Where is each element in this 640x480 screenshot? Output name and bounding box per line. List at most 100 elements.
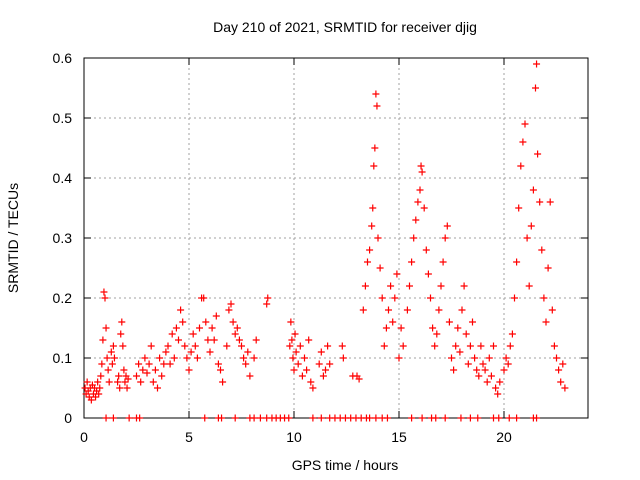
data-point [307, 378, 315, 386]
data-point [121, 378, 129, 386]
data-point [368, 222, 376, 230]
data-point [252, 336, 260, 344]
data-point [125, 414, 133, 422]
data-point [231, 414, 239, 422]
data-point [242, 360, 250, 368]
data-point [100, 288, 108, 296]
data-point [424, 270, 432, 278]
data-point [187, 348, 195, 356]
data-point [135, 360, 143, 368]
data-point [290, 366, 298, 374]
data-point [513, 414, 521, 422]
data-point [370, 162, 378, 170]
data-point [181, 342, 189, 350]
y-tick-label: 0.1 [53, 350, 73, 366]
data-point [495, 414, 503, 422]
data-point [372, 414, 380, 422]
data-point [285, 414, 293, 422]
data-point [96, 384, 104, 392]
data-point [448, 354, 455, 362]
data-point [418, 168, 426, 176]
data-point [366, 414, 374, 422]
data-point [485, 354, 493, 362]
data-point [324, 342, 332, 350]
data-point [429, 324, 437, 332]
data-point [550, 342, 558, 350]
data-point [431, 342, 439, 350]
data-point [200, 294, 208, 302]
data-point [502, 354, 510, 362]
data-point [179, 318, 187, 326]
data-point [218, 414, 226, 422]
data-point [525, 282, 533, 290]
data-point [87, 396, 95, 404]
data-point [162, 348, 170, 356]
data-point [303, 366, 311, 374]
data-point [102, 414, 110, 422]
data-point [319, 372, 327, 380]
data-point [361, 282, 369, 290]
data-point [538, 246, 546, 254]
data-point [443, 222, 451, 230]
x-tick-label: 20 [496, 429, 512, 445]
data-point [466, 414, 474, 422]
data-point [109, 342, 117, 350]
data-point [504, 360, 512, 368]
data-point [548, 306, 556, 314]
data-point [124, 375, 132, 383]
data-point [98, 360, 106, 368]
data-point [223, 342, 231, 350]
data-point [149, 378, 157, 386]
data-point [315, 360, 323, 368]
data-point [177, 306, 185, 314]
data-point [210, 336, 218, 344]
data-point [395, 354, 403, 362]
data-point [523, 234, 531, 242]
data-point [393, 270, 401, 278]
data-point [94, 378, 102, 386]
data-point [561, 384, 569, 392]
data-point [487, 372, 495, 380]
data-point [494, 390, 502, 398]
data-point [110, 354, 118, 362]
data-point [534, 150, 542, 158]
data-point [123, 384, 131, 392]
data-point [464, 360, 472, 368]
data-point [231, 330, 239, 338]
data-point [305, 336, 313, 344]
data-point [168, 330, 176, 338]
data-point [133, 372, 140, 380]
data-point [145, 360, 153, 368]
data-point [238, 342, 245, 350]
data-point [435, 306, 443, 314]
data-point [185, 366, 193, 374]
data-point [452, 342, 460, 350]
data-point [99, 336, 107, 344]
data-point [397, 324, 405, 332]
data-point [385, 306, 392, 314]
data-point [287, 318, 295, 326]
y-tick-label: 0 [64, 410, 72, 426]
y-axis-label: SRMTID / TECUs [5, 183, 21, 293]
data-point [246, 372, 254, 380]
y-tick-label: 0.5 [53, 110, 73, 126]
data-point [441, 414, 449, 422]
data-point [475, 372, 483, 380]
data-point [317, 414, 325, 422]
data-point [496, 378, 504, 386]
data-point [119, 342, 127, 350]
data-point [117, 330, 125, 338]
data-point [469, 318, 476, 326]
data-point [439, 258, 447, 266]
data-point [156, 354, 164, 362]
data-point [412, 216, 420, 224]
data-point [289, 354, 297, 362]
data-point [533, 414, 541, 422]
data-point [105, 378, 113, 386]
data-point [557, 378, 565, 386]
data-point [114, 378, 122, 386]
data-point [506, 342, 514, 350]
data-point [441, 234, 449, 242]
data-point [338, 342, 346, 350]
data-point [147, 342, 155, 350]
